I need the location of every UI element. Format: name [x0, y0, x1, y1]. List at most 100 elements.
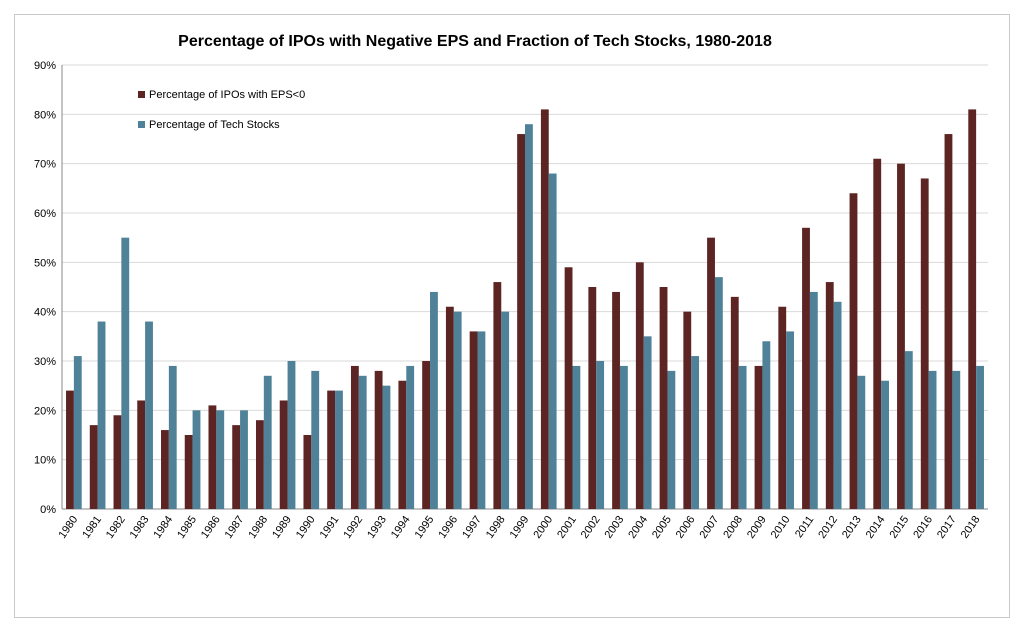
x-tick-label: 1987	[223, 514, 247, 541]
x-tick-label: 2005	[650, 514, 674, 541]
x-tick-label: 1985	[175, 514, 199, 541]
x-tick-label: 1999	[508, 514, 532, 541]
bar-tech-stocks	[121, 237, 130, 509]
bar-tech-stocks	[335, 390, 343, 509]
legend-label: Percentage of IPOs with EPS<0	[149, 89, 305, 101]
y-tick-label: 10%	[34, 455, 56, 467]
bar-tech-stocks	[548, 173, 557, 510]
bar-negative-eps	[422, 361, 431, 509]
bar-tech-stocks	[192, 410, 201, 509]
bar-tech-stocks	[311, 370, 320, 509]
bars	[66, 109, 984, 510]
x-tick-label: 1984	[151, 514, 175, 541]
x-tick-label: 2008	[721, 514, 745, 541]
bar-negative-eps	[778, 306, 787, 509]
x-tick-label: 1998	[484, 514, 508, 541]
y-tick-label: 70%	[34, 159, 56, 171]
legend-swatch	[138, 91, 145, 98]
y-tick-label: 90%	[34, 60, 56, 72]
bar-negative-eps	[683, 311, 692, 509]
bar-negative-eps	[873, 158, 882, 509]
bar-tech-stocks	[667, 370, 676, 509]
bar-tech-stocks	[857, 375, 866, 509]
bar-negative-eps	[137, 400, 146, 509]
bar-negative-eps	[754, 365, 763, 509]
y-tick-label: 20%	[34, 405, 56, 417]
x-tick-label: 2016	[911, 514, 935, 541]
x-tick-label: 2000	[531, 514, 555, 541]
bar-negative-eps	[279, 400, 288, 509]
x-tick-label: 2011	[793, 514, 816, 540]
bar-negative-eps	[89, 425, 98, 509]
x-tick-label: 2006	[674, 514, 698, 541]
bar-negative-eps	[564, 267, 573, 509]
x-tick-label: 1996	[436, 514, 460, 541]
bar-tech-stocks	[168, 365, 177, 509]
bar-tech-stocks	[358, 375, 367, 509]
bar-negative-eps	[113, 415, 122, 509]
y-axis-ticks: 0% 10% 20% 30% 40% 50% 60% 70% 80% 90%	[34, 60, 56, 516]
x-tick-label: 2007	[698, 514, 722, 541]
bar-negative-eps	[445, 306, 454, 509]
bar-negative-eps	[588, 287, 597, 509]
bar-negative-eps	[398, 380, 407, 509]
y-tick-label: 30%	[34, 356, 56, 368]
bar-tech-stocks	[738, 365, 747, 509]
bar-tech-stocks	[430, 291, 438, 509]
bar-tech-stocks	[596, 361, 605, 509]
y-tick-label: 40%	[34, 307, 56, 319]
bar-tech-stocks	[643, 336, 652, 509]
bar-tech-stocks	[976, 365, 984, 509]
bar-negative-eps	[493, 282, 502, 509]
bar-tech-stocks	[525, 124, 533, 509]
bar-negative-eps	[707, 237, 715, 509]
x-tick-label: 1993	[365, 514, 389, 541]
x-tick-label: 2002	[579, 514, 603, 541]
x-tick-label: 2012	[816, 514, 840, 541]
x-tick-label: 1994	[389, 514, 413, 541]
bar-negative-eps	[635, 262, 644, 509]
x-tick-label: 1983	[128, 514, 152, 541]
x-tick-label: 2010	[769, 514, 793, 541]
bar-negative-eps	[469, 331, 478, 509]
x-tick-label: 2015	[887, 514, 911, 541]
x-tick-label: 1989	[270, 514, 294, 541]
legend-swatch	[138, 121, 145, 128]
bar-negative-eps	[540, 109, 549, 510]
bar-tech-stocks	[928, 370, 937, 509]
x-tick-label: 1980	[56, 514, 80, 541]
bar-tech-stocks	[477, 331, 486, 509]
bar-tech-stocks	[263, 375, 272, 509]
bar-negative-eps	[350, 365, 359, 509]
bar-negative-eps	[303, 435, 312, 509]
bar-tech-stocks	[714, 277, 723, 509]
y-tick-label: 80%	[34, 109, 56, 121]
x-tick-label: 1981	[80, 514, 104, 541]
legend: Percentage of IPOs with EPS<0 Percentage …	[138, 89, 305, 131]
bar-negative-eps	[255, 420, 264, 509]
bar-tech-stocks	[619, 365, 628, 509]
x-tick-label: 2001	[555, 514, 579, 541]
bar-tech-stocks	[786, 331, 795, 509]
bar-negative-eps	[968, 109, 977, 510]
bar-tech-stocks	[287, 361, 296, 509]
bar-tech-stocks	[73, 356, 82, 509]
bar-tech-stocks	[691, 356, 700, 509]
bar-negative-eps	[825, 282, 834, 509]
bar-tech-stocks	[382, 385, 391, 509]
x-tick-label: 1990	[294, 514, 318, 541]
bar-negative-eps	[374, 370, 383, 509]
bar-tech-stocks	[833, 301, 842, 509]
bar-negative-eps	[944, 134, 953, 510]
x-tick-label: 2017	[935, 514, 959, 541]
bar-negative-eps	[659, 287, 668, 509]
bar-negative-eps	[920, 178, 929, 509]
y-tick-label: 60%	[34, 208, 56, 220]
bar-tech-stocks	[572, 365, 581, 509]
bar-tech-stocks	[240, 410, 248, 509]
bar-tech-stocks	[809, 291, 818, 509]
bar-negative-eps	[184, 435, 193, 509]
bar-tech-stocks	[904, 351, 913, 509]
x-tick-label: 2009	[745, 514, 769, 541]
bar-negative-eps	[612, 291, 620, 509]
